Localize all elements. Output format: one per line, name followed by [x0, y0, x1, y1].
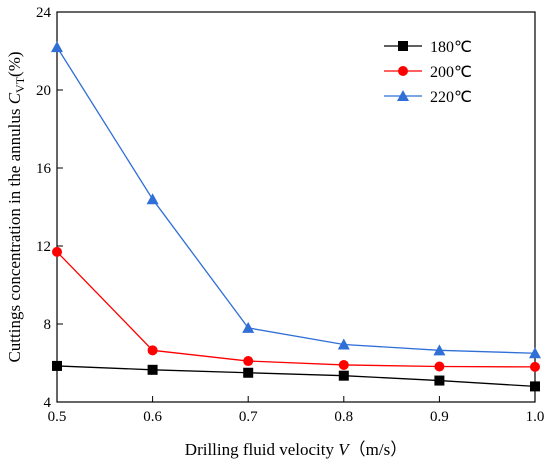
- x-axis-title-prefix: Drilling fluid velocity: [185, 440, 338, 459]
- data-point: [52, 360, 62, 371]
- x-axis-title-unit: （m/s）: [349, 440, 408, 459]
- series-line: [56, 365, 536, 388]
- y-axis-title-unit: (%): [5, 51, 24, 76]
- data-point: [52, 246, 62, 257]
- y-axis-title-prefix: Cuttings concentration in the annulus: [5, 104, 24, 362]
- legend-item: 220℃: [384, 89, 472, 106]
- y-tick-label: 4: [44, 395, 52, 411]
- axis-ticks: 0.5 0.6 0.7 0.8 0.9 1.0 4 8 12 16 20 24: [36, 5, 544, 425]
- series-0: [52, 360, 540, 392]
- data-point: [433, 344, 446, 356]
- data-point: [529, 347, 541, 359]
- legend-marker: [397, 90, 409, 101]
- data-point: [243, 367, 254, 378]
- data-point: [530, 381, 540, 392]
- x-tick-label: 1.0: [526, 409, 545, 425]
- data-point: [337, 338, 350, 350]
- x-axis-title: Drilling fluid velocity V（m/s）: [185, 440, 407, 459]
- legend-item: 180℃: [384, 39, 472, 56]
- series-line: [56, 46, 536, 354]
- y-tick-label: 16: [36, 161, 52, 177]
- x-tick-label: 0.5: [48, 409, 67, 425]
- y-tick-label: 20: [36, 83, 51, 99]
- legend-marker: [398, 41, 408, 51]
- data-point: [338, 359, 349, 370]
- data-point: [146, 193, 159, 205]
- legend-item: 200℃: [384, 64, 472, 81]
- legend-label: 180℃: [430, 39, 472, 56]
- x-tick-label: 0.6: [143, 409, 162, 425]
- x-tick-label: 0.8: [334, 409, 353, 425]
- series-line: [56, 251, 536, 368]
- x-tick-label: 0.7: [239, 409, 258, 425]
- series-1: [52, 246, 540, 372]
- y-axis-title-variable: C: [5, 92, 24, 104]
- x-tick-label: 0.9: [430, 409, 449, 425]
- data-point: [243, 356, 254, 367]
- legend-label: 220℃: [430, 89, 472, 106]
- data-point: [530, 361, 540, 372]
- data-point: [434, 375, 445, 386]
- data-point: [242, 321, 255, 333]
- data-point: [338, 370, 349, 381]
- legend-marker: [398, 66, 408, 76]
- y-axis-title-subscript: VT: [13, 76, 27, 93]
- legend-label: 200℃: [430, 64, 472, 81]
- series-2: [51, 41, 541, 359]
- series-layer: [51, 41, 541, 392]
- data-point: [147, 345, 158, 356]
- data-point: [434, 361, 445, 372]
- plot-frame: [56, 11, 536, 403]
- x-axis-title-variable: V: [338, 440, 351, 459]
- y-tick-label: 12: [36, 239, 51, 255]
- y-tick-label: 8: [44, 317, 52, 333]
- data-point: [51, 41, 63, 53]
- legend: 180℃ 200℃ 220℃: [384, 39, 472, 106]
- y-axis-title: Cuttings concentration in the annulus CV…: [5, 51, 27, 362]
- y-tick-label: 24: [36, 5, 52, 21]
- data-point: [147, 364, 158, 375]
